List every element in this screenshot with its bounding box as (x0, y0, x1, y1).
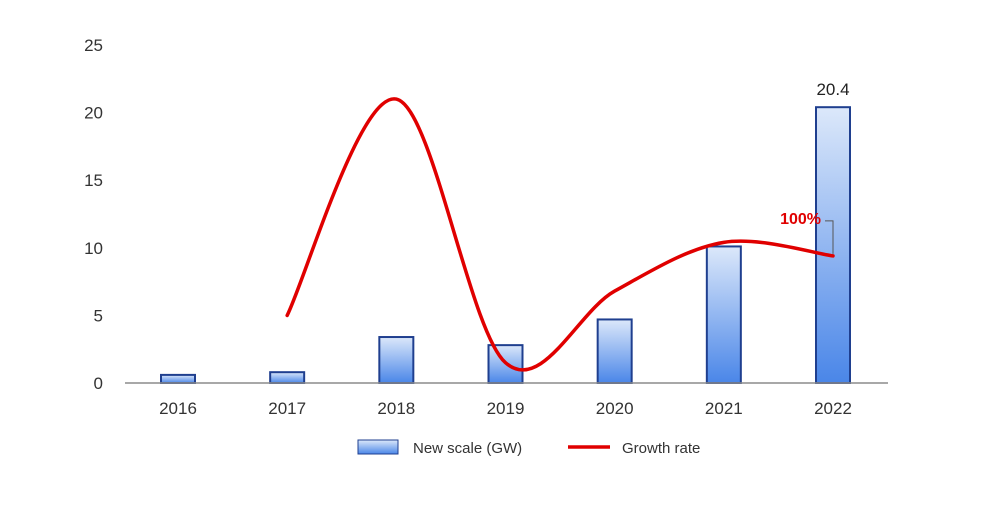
line-series (285, 97, 835, 372)
bar (269, 371, 306, 384)
y-axis: 0 5 10 15 20 25 (84, 36, 103, 393)
growth-rate-line (285, 97, 835, 372)
x-tick-label: 2017 (268, 399, 306, 418)
y-tick-label: 10 (84, 239, 103, 258)
growth-rate-annotation: 100% (780, 211, 821, 228)
y-tick-label: 25 (84, 36, 103, 55)
x-tick-label: 2018 (377, 399, 415, 418)
x-tick-label: 2019 (487, 399, 525, 418)
y-tick-label: 0 (94, 374, 103, 393)
y-tick-label: 15 (84, 171, 103, 190)
bar (160, 373, 196, 385)
legend-swatch-bar (357, 439, 399, 455)
bar (705, 245, 742, 384)
x-tick-label: 2020 (596, 399, 634, 418)
annotation-bracket (825, 220, 834, 254)
x-axis: 2016 2017 2018 2019 2020 2021 2022 (159, 399, 852, 418)
legend: New scale (GW) Growth rate (357, 439, 700, 457)
bar (596, 318, 633, 384)
legend-label-bar: New scale (GW) (413, 440, 522, 457)
legend-label-line: Growth rate (622, 440, 700, 457)
bar-value-label: 20.4 (816, 80, 849, 99)
data-labels: 20.4 100% (780, 80, 850, 254)
x-tick-label: 2021 (705, 399, 743, 418)
x-tick-label: 2016 (159, 399, 197, 418)
x-tick-label: 2022 (814, 399, 852, 418)
y-tick-label: 20 (84, 104, 103, 123)
y-tick-label: 5 (94, 306, 103, 325)
bar (378, 336, 415, 385)
bar-series (160, 106, 851, 385)
